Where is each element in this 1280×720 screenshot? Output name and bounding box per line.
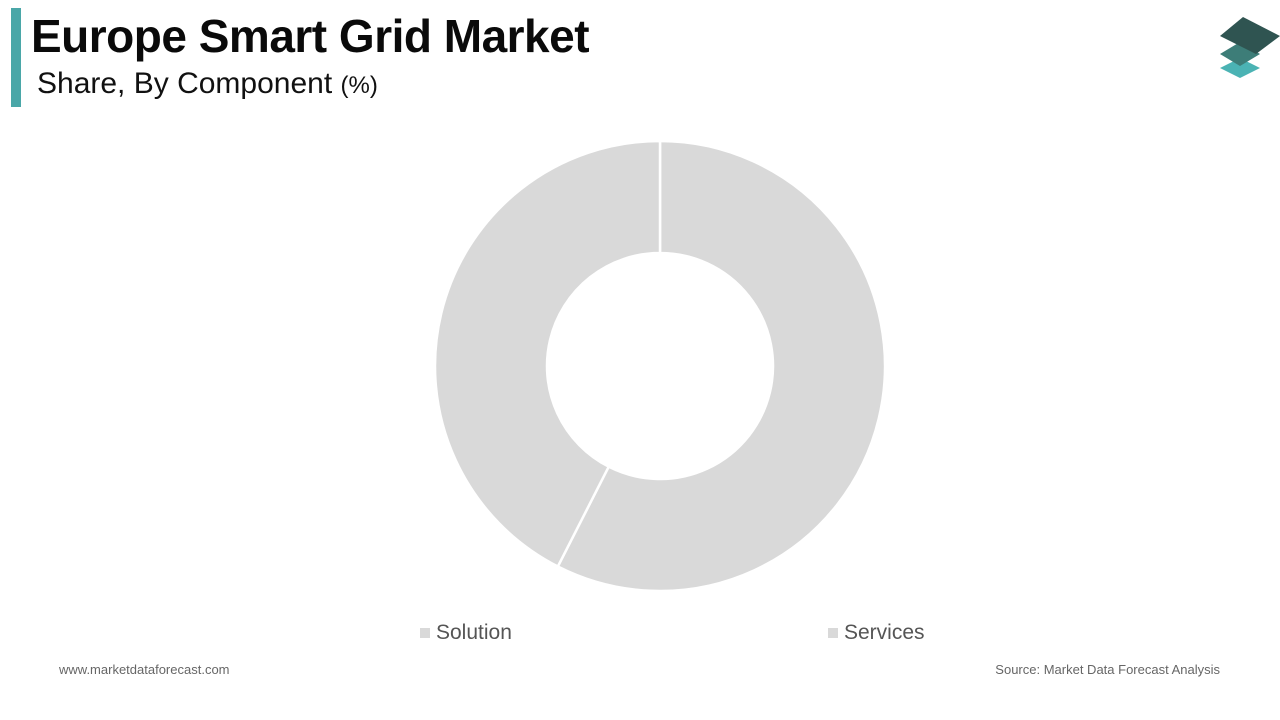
donut-slice-solution xyxy=(556,139,887,593)
legend-swatch-services xyxy=(828,628,838,638)
subtitle-unit: (%) xyxy=(340,72,378,99)
logo-layer-top xyxy=(1220,17,1280,54)
legend-swatch-solution xyxy=(420,628,430,638)
title-accent-bar xyxy=(11,8,21,107)
page-subtitle: Share, By Component (%) xyxy=(37,64,378,106)
donut-slice-services xyxy=(433,139,662,569)
logo-layer-bottom xyxy=(1220,58,1260,78)
subtitle-text: Share, By Component xyxy=(37,67,333,100)
legend-label-services: Services xyxy=(844,621,925,644)
footer-website: www.marketdataforecast.com xyxy=(59,662,230,677)
legend-item-solution: Solution xyxy=(420,620,512,646)
page-title: Europe Smart Grid Market xyxy=(31,10,590,62)
legend-item-services: Services xyxy=(828,620,925,646)
footer-source: Source: Market Data Forecast Analysis xyxy=(995,662,1220,677)
legend-label-solution: Solution xyxy=(436,621,512,644)
brand-logo-icon xyxy=(1220,17,1280,78)
